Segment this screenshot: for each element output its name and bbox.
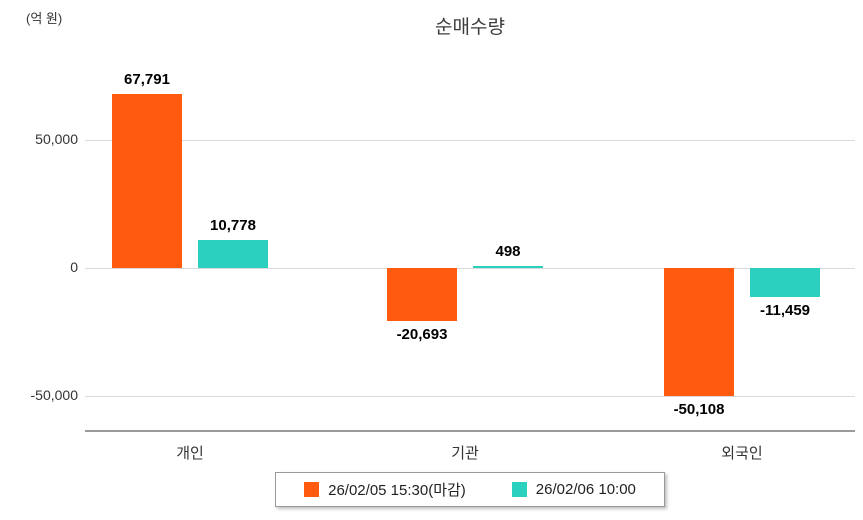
chart-title: 순매수량 <box>435 17 505 38</box>
bar-개인-series-1 <box>198 240 268 268</box>
y-tick-label: 0 <box>70 259 78 275</box>
legend-item-1: 26/02/06 10:00 <box>511 481 636 498</box>
bar-외국인-series-1 <box>750 268 820 298</box>
bar-value-label: 10,778 <box>210 217 256 235</box>
bar-value-label: -20,693 <box>396 325 448 343</box>
bar-기관-series-0 <box>387 268 457 321</box>
bar-value-label: -50,108 <box>673 401 725 419</box>
legend-label: 26/02/05 15:30(마감) <box>328 482 466 499</box>
legend: 26/02/05 15:30(마감) 26/02/06 10:00 <box>85 472 855 507</box>
x-category-label-0: 개인 <box>176 445 204 462</box>
y-axis-unit-label: (억 원) <box>26 11 63 26</box>
gridline <box>85 395 855 397</box>
y-tick-label: 50,000 <box>35 131 78 147</box>
gridline <box>85 267 855 269</box>
bar-value-label: 498 <box>495 243 521 260</box>
y-tick-label: -50,000 <box>30 387 78 403</box>
x-axis-line <box>85 430 855 432</box>
gridline <box>85 139 855 141</box>
bar-기관-series-1 <box>473 266 543 268</box>
bar-외국인-series-0 <box>664 268 734 397</box>
legend-swatch-icon <box>304 482 320 497</box>
bar-value-label: -11,459 <box>759 302 811 320</box>
bar-개인-series-0 <box>112 94 182 268</box>
legend-label: 26/02/06 10:00 <box>535 481 636 498</box>
bar-value-label: 67,791 <box>124 71 170 89</box>
x-category-label-1: 기관 <box>451 445 479 462</box>
legend-box: 26/02/05 15:30(마감) 26/02/06 10:00 <box>275 472 665 507</box>
legend-item-0: 26/02/05 15:30(마감) <box>304 479 466 500</box>
x-category-label-2: 외국인 <box>721 445 763 462</box>
legend-swatch-icon <box>511 482 527 497</box>
